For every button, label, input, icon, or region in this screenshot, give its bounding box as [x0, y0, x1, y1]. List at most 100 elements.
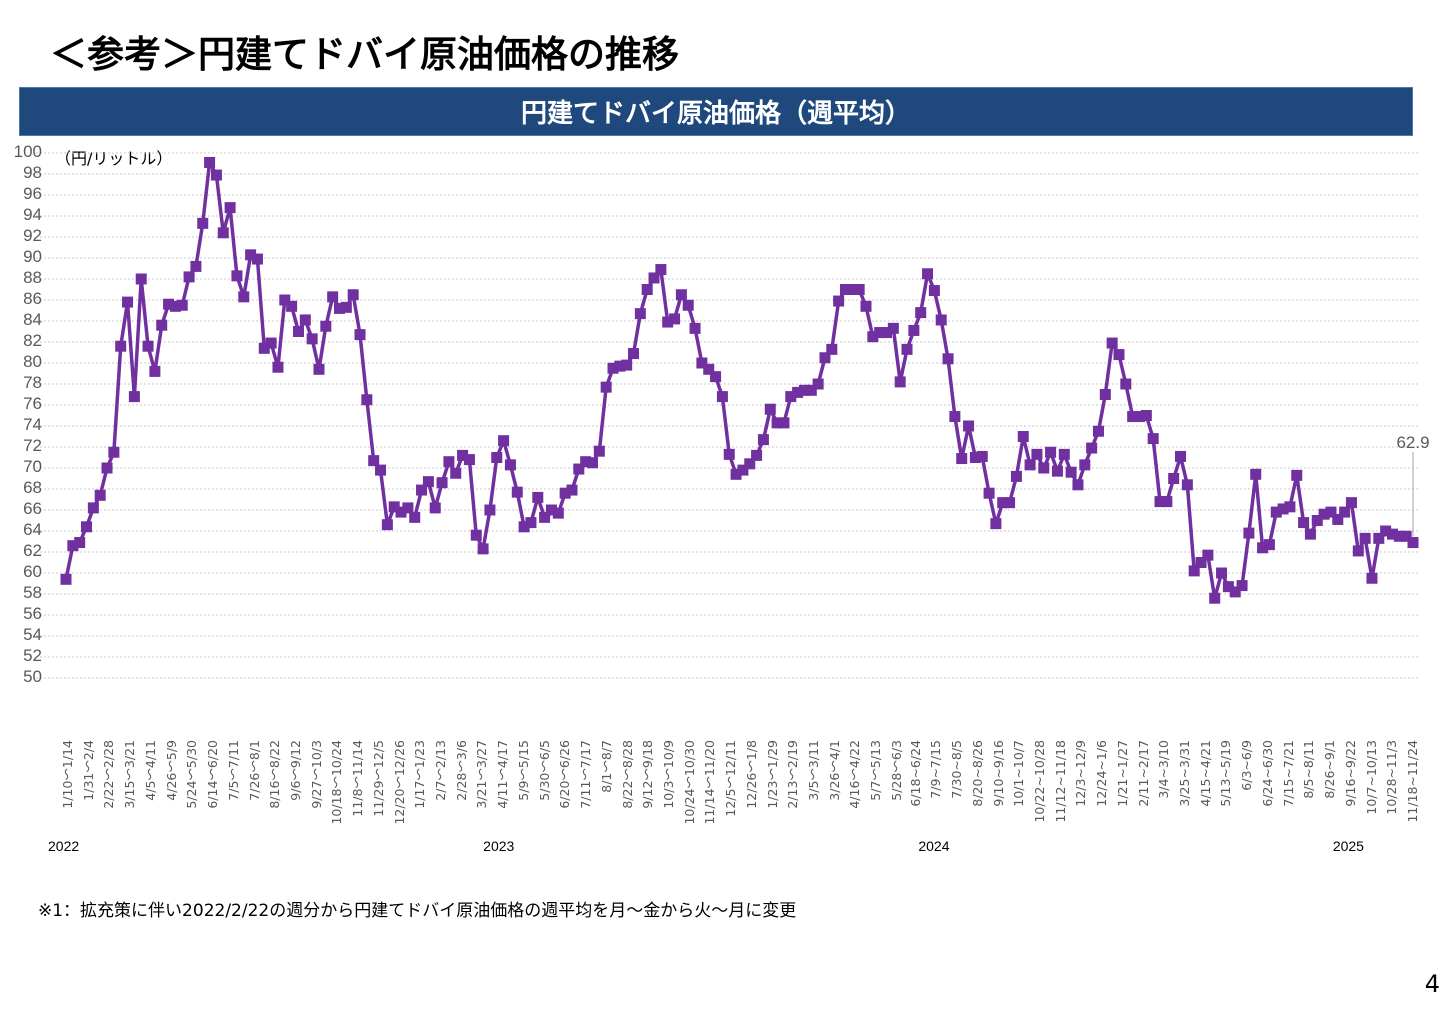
x-tick-label: 11/29～12/5	[370, 740, 386, 817]
price-series-line	[64, 160, 1415, 600]
data-point-marker	[751, 449, 763, 461]
year-label: 2025	[1332, 838, 1364, 854]
x-tick-label: 1/31～2/4	[80, 740, 96, 801]
data-point-marker	[689, 322, 701, 334]
x-tick-label: 12/20～12/26	[391, 740, 407, 825]
data-point-marker	[197, 217, 209, 229]
x-tick-label: 10/3～10/9	[660, 740, 676, 809]
data-point-marker	[1045, 446, 1057, 458]
x-tick-label: 10/22~10/28	[1031, 740, 1047, 823]
data-point-marker	[956, 453, 968, 465]
data-point-marker	[1202, 549, 1214, 561]
data-point-marker	[1058, 448, 1070, 460]
data-point-marker	[614, 360, 626, 372]
y-tick-label: 84	[23, 310, 42, 329]
x-tick-label: 5/9～5/15	[515, 740, 531, 801]
y-tick-label: 56	[23, 604, 42, 623]
data-point-marker	[210, 169, 222, 181]
data-point-marker	[128, 391, 140, 403]
data-point-marker	[1236, 580, 1248, 592]
data-point-marker	[176, 299, 188, 311]
data-point-marker	[573, 463, 585, 475]
data-point-marker	[1291, 469, 1303, 481]
x-tick-label: 1/17～1/23	[412, 740, 428, 809]
data-point-marker	[463, 454, 475, 466]
x-tick-label: 10/7~10/13	[1363, 740, 1379, 815]
x-tick-label: 1/23～1/29	[764, 740, 780, 809]
y-tick-label: 64	[23, 520, 42, 539]
x-tick-label: 9/27～10/3	[308, 740, 324, 809]
data-point-marker	[1352, 545, 1364, 557]
x-tick-label: 10/18～10/24	[329, 740, 345, 825]
data-point-marker	[1175, 450, 1187, 462]
data-point-marker	[381, 519, 393, 531]
data-point-marker	[1106, 337, 1118, 349]
data-point-marker	[224, 202, 236, 214]
data-point-marker	[279, 294, 291, 306]
data-point-marker	[443, 456, 455, 468]
data-point-marker	[600, 381, 612, 393]
data-point-marker	[607, 362, 619, 374]
data-point-marker	[935, 314, 947, 326]
data-point-marker	[265, 337, 277, 349]
data-point-marker	[785, 391, 797, 403]
data-point-marker	[853, 284, 865, 295]
data-point-marker	[375, 464, 387, 476]
x-tick-label: 1/10～1/14	[60, 740, 75, 809]
data-point-marker	[306, 333, 318, 345]
data-point-marker	[491, 452, 503, 463]
data-point-marker	[470, 529, 482, 541]
data-point-marker	[245, 249, 257, 261]
x-tick-label: 7/30~8/5	[949, 740, 965, 799]
data-point-marker	[1386, 528, 1398, 540]
data-point-marker	[1243, 527, 1255, 539]
data-point-marker	[525, 517, 537, 529]
data-point-marker	[388, 501, 400, 513]
data-point-marker	[669, 313, 681, 325]
x-tick-label: 8/22～8/28	[619, 740, 635, 809]
data-point-marker	[1004, 497, 1016, 509]
data-point-marker	[101, 462, 113, 474]
x-tick-label: 5/7～5/13	[868, 740, 884, 801]
data-point-marker	[477, 543, 489, 555]
y-tick-label: 88	[23, 268, 42, 287]
data-point-marker	[798, 384, 810, 396]
data-point-marker	[915, 307, 927, 319]
data-point-marker	[1010, 470, 1022, 482]
x-tick-label: 2/13～2/19	[785, 740, 801, 809]
x-tick-label: 4/26～5/9	[163, 740, 179, 801]
data-point-marker	[1222, 581, 1234, 593]
x-tick-label: 7/11～7/17	[578, 740, 594, 809]
y-tick-label: 86	[23, 289, 42, 308]
data-point-marker	[74, 537, 86, 549]
x-tick-label: 10/24～10/30	[681, 740, 697, 825]
y-tick-label: 96	[23, 184, 42, 203]
page-number: 4	[1424, 970, 1440, 998]
data-point-marker	[839, 284, 851, 295]
data-point-marker	[416, 484, 428, 496]
data-point-marker	[1380, 525, 1392, 537]
data-point-marker	[1270, 506, 1282, 518]
x-tick-label: 3/5～3/11	[806, 740, 822, 801]
x-tick-label: 3/26～4/1	[826, 740, 842, 801]
x-tick-label: 11/18~11/24	[1405, 740, 1420, 823]
data-point-marker	[942, 353, 954, 365]
data-point-marker	[94, 489, 106, 501]
data-point-marker	[135, 273, 147, 285]
data-point-marker	[539, 511, 551, 523]
data-point-marker	[1229, 586, 1241, 598]
data-point-marker	[272, 361, 284, 373]
data-point-marker	[422, 476, 434, 488]
x-tick-label: 9/16~9/22	[1342, 740, 1358, 807]
data-point-marker	[251, 253, 263, 265]
data-point-marker	[156, 319, 168, 331]
year-label: 2022	[48, 838, 80, 854]
data-point-marker	[518, 521, 530, 533]
data-point-marker	[1345, 497, 1357, 509]
x-tick-label: 12/3~12/9	[1073, 740, 1089, 807]
data-point-marker	[860, 300, 872, 312]
x-tick-label: 11/12~11/18	[1052, 740, 1068, 823]
data-point-marker	[504, 459, 516, 471]
y-tick-label: 94	[23, 205, 42, 224]
x-tick-label: 5/28～6/3	[888, 740, 904, 801]
